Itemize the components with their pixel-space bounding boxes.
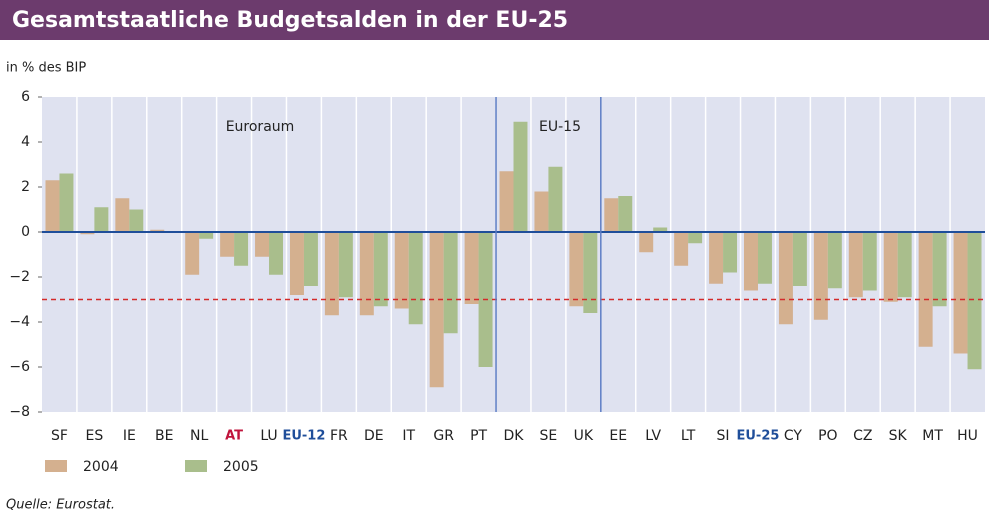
bar bbox=[499, 171, 514, 232]
x-tick-label: SE bbox=[540, 428, 558, 444]
x-tick-label: SI bbox=[717, 428, 730, 444]
bar bbox=[443, 232, 458, 334]
bar bbox=[569, 232, 584, 307]
bar bbox=[883, 232, 898, 302]
x-tick-label: CZ bbox=[853, 428, 872, 444]
bar bbox=[80, 232, 95, 235]
y-tick-label: 2 bbox=[21, 179, 30, 195]
bar bbox=[548, 166, 563, 232]
bar bbox=[464, 232, 479, 304]
bar bbox=[932, 232, 947, 307]
bar bbox=[953, 232, 968, 354]
bar bbox=[359, 232, 374, 316]
x-tick-label: FR bbox=[330, 428, 348, 444]
y-tick-label: 4 bbox=[21, 134, 30, 150]
bar bbox=[709, 232, 724, 284]
y-tick-label: 6 bbox=[21, 89, 30, 105]
x-tick-label: UK bbox=[574, 428, 594, 444]
title-bar bbox=[0, 0, 989, 40]
x-tick-label: SK bbox=[889, 428, 908, 444]
x-tick-label: SF bbox=[51, 428, 68, 444]
bar bbox=[604, 198, 619, 232]
bar bbox=[289, 232, 304, 295]
bar bbox=[827, 232, 842, 289]
subtitle: in % des BIP bbox=[6, 61, 86, 76]
bar bbox=[723, 232, 738, 273]
bar bbox=[778, 232, 793, 325]
bar bbox=[429, 232, 444, 388]
x-tick-label: IE bbox=[123, 428, 136, 444]
x-tick-label: EE bbox=[609, 428, 627, 444]
x-tick-label: DE bbox=[364, 428, 384, 444]
bar bbox=[639, 232, 654, 253]
x-tick-label: ES bbox=[86, 428, 104, 444]
x-tick-label: EU-12 bbox=[282, 429, 325, 444]
bar bbox=[653, 227, 668, 232]
x-tick-label: HU bbox=[957, 428, 978, 444]
bar bbox=[269, 232, 283, 275]
bar bbox=[967, 232, 982, 370]
bar bbox=[129, 209, 144, 232]
y-tick-label: −4 bbox=[9, 314, 30, 330]
bar bbox=[373, 232, 388, 307]
x-tick-label: LV bbox=[645, 428, 661, 444]
legend-swatch bbox=[185, 460, 207, 472]
bar bbox=[848, 232, 863, 298]
bar bbox=[792, 232, 807, 286]
bar bbox=[513, 121, 528, 232]
bar bbox=[324, 232, 339, 316]
x-tick-label: LT bbox=[681, 428, 696, 444]
x-tick-label: DK bbox=[504, 428, 525, 444]
x-tick-label: PO bbox=[818, 428, 837, 444]
x-tick-label: AT bbox=[225, 429, 243, 444]
bar bbox=[45, 180, 60, 232]
bar bbox=[220, 232, 235, 257]
bar bbox=[394, 232, 409, 309]
bar bbox=[534, 191, 549, 232]
source: Quelle: Eurostat. bbox=[6, 498, 115, 513]
legend-swatch bbox=[45, 460, 67, 472]
bar bbox=[757, 232, 772, 284]
bar bbox=[744, 232, 758, 291]
x-tick-label: EU-25 bbox=[737, 429, 780, 444]
bar bbox=[583, 232, 598, 313]
bar bbox=[618, 196, 633, 232]
y-tick-label: −2 bbox=[9, 269, 30, 285]
x-tick-label: IT bbox=[402, 428, 415, 444]
bar bbox=[303, 232, 318, 286]
bar bbox=[813, 232, 828, 320]
chart-title: Gesamtstaatliche Budgetsalden in der EU-… bbox=[12, 8, 568, 33]
bar bbox=[150, 229, 165, 232]
bar bbox=[234, 232, 249, 266]
bar bbox=[674, 232, 689, 266]
y-tick-label: −8 bbox=[9, 404, 30, 420]
bar bbox=[897, 232, 912, 298]
legend-label: 2005 bbox=[223, 459, 259, 475]
legend-label: 2004 bbox=[83, 459, 119, 475]
x-tick-label: GR bbox=[433, 428, 454, 444]
bar bbox=[918, 232, 933, 347]
y-tick-label: 0 bbox=[21, 224, 30, 240]
bar bbox=[185, 232, 200, 275]
x-tick-label: MT bbox=[922, 428, 943, 444]
bar bbox=[115, 198, 130, 232]
bar bbox=[688, 232, 703, 244]
x-tick-label: CY bbox=[784, 428, 803, 444]
annotation: Euroraum bbox=[226, 119, 295, 135]
bar bbox=[199, 232, 214, 239]
bar bbox=[255, 232, 270, 257]
bar bbox=[338, 232, 353, 298]
bar bbox=[862, 232, 877, 291]
y-tick-label: −6 bbox=[9, 359, 30, 375]
bar bbox=[94, 207, 109, 232]
bar bbox=[59, 173, 74, 232]
x-tick-label: BE bbox=[155, 428, 173, 444]
bar bbox=[408, 232, 423, 325]
x-tick-label: LU bbox=[260, 428, 277, 444]
annotation: EU-15 bbox=[539, 119, 581, 135]
x-tick-label: PT bbox=[470, 428, 487, 444]
x-tick-label: NL bbox=[190, 428, 208, 444]
